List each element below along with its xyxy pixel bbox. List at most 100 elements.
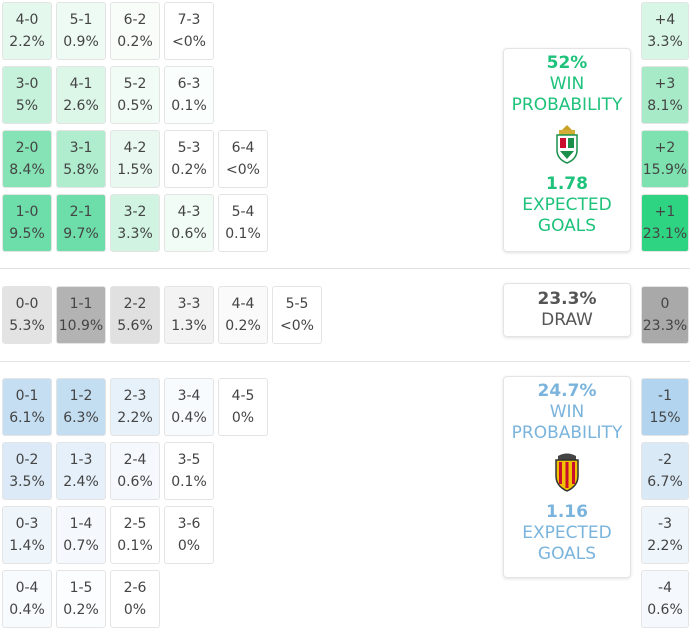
score-cell: 2-4 0.6%: [110, 442, 160, 500]
score-cell: 1-2 6.3%: [56, 378, 106, 436]
probability: 6.3%: [63, 410, 99, 426]
score-cell: 3-2 3.3%: [110, 194, 160, 252]
probability: 0.4%: [9, 602, 45, 618]
probability: 8.1%: [647, 98, 683, 114]
score-cell: 1-0 9.5%: [2, 194, 52, 252]
probability: 2.6%: [63, 98, 99, 114]
score-cell: 0-4 0.4%: [2, 570, 52, 628]
win-probability: 23.3%: [537, 289, 597, 309]
score: 5-4: [231, 204, 255, 220]
probability: 8.4%: [9, 162, 45, 178]
goal-margin: -1: [658, 388, 672, 404]
score: 5-3: [177, 140, 201, 156]
probability: 0.2%: [63, 602, 99, 618]
margin-cell: +4 3.3%: [641, 2, 689, 60]
probability: 0%: [177, 538, 201, 554]
win-probability: 24.7%: [537, 381, 597, 401]
score: 2-6: [123, 580, 147, 596]
score: 4-5: [231, 388, 255, 404]
summary-box: 23.3% DRAW: [503, 283, 631, 337]
score: 3-6: [177, 516, 201, 532]
probability: 10.9%: [58, 318, 104, 334]
score-cell: 0-0 5.3%: [2, 286, 52, 344]
score-cell: 4-3 0.6%: [164, 194, 214, 252]
score: 3-3: [177, 296, 201, 312]
probability: 0.6%: [117, 474, 153, 490]
team-crest: [554, 124, 580, 170]
score: 5-5: [285, 296, 309, 312]
score: 0-0: [15, 296, 39, 312]
score: 2-5: [123, 516, 147, 532]
score-cell: 4-0 2.2%: [2, 2, 52, 60]
probability: 0.1%: [225, 226, 261, 242]
score-cell: 3-0 5%: [2, 66, 52, 124]
score: 2-0: [15, 140, 39, 156]
probability: 0.2%: [117, 34, 153, 50]
probability: 0.7%: [63, 538, 99, 554]
score: 4-0: [15, 12, 39, 28]
expected-goals-label: EXPECTED GOALS: [522, 195, 612, 236]
score: 4-2: [123, 140, 147, 156]
score: 7-3: [177, 12, 201, 28]
score-cell: 7-3 <0%: [164, 2, 214, 60]
goal-margin: +2: [654, 140, 676, 156]
score-cell: 4-4 0.2%: [218, 286, 268, 344]
score-cell: 5-2 0.5%: [110, 66, 160, 124]
score: 4-4: [231, 296, 255, 312]
probability: 2.2%: [9, 34, 45, 50]
probability: 3.3%: [647, 34, 683, 50]
score: 2-4: [123, 452, 147, 468]
score: 1-2: [69, 388, 93, 404]
goal-margin: -2: [658, 452, 672, 468]
probability: 15%: [649, 410, 681, 426]
separator: [0, 361, 690, 362]
expected-goals: 1.78: [546, 174, 588, 194]
probability: 6.1%: [9, 410, 45, 426]
score: 3-0: [15, 76, 39, 92]
score-cell: 6-4 <0%: [218, 130, 268, 188]
score-cell: 5-4 0.1%: [218, 194, 268, 252]
score-cell: 6-3 0.1%: [164, 66, 214, 124]
margin-cell: -4 0.6%: [641, 570, 689, 628]
score: 0-1: [15, 388, 39, 404]
margin-cell: -3 2.2%: [641, 506, 689, 564]
score: 0-4: [15, 580, 39, 596]
score-cell: 0-2 3.5%: [2, 442, 52, 500]
score-cell: 2-2 5.6%: [110, 286, 160, 344]
probability-label: WIN PROBABILITY: [511, 74, 623, 115]
probability: 1.4%: [9, 538, 45, 554]
probability-label: DRAW: [541, 310, 593, 330]
score: 5-1: [69, 12, 93, 28]
expected-goals-label: EXPECTED GOALS: [522, 523, 612, 564]
score-cell: 6-2 0.2%: [110, 2, 160, 60]
score-cell: 1-1 10.9%: [56, 286, 106, 344]
probability: 0.6%: [171, 226, 207, 242]
probability: 2.2%: [647, 538, 683, 554]
score: 1-1: [69, 296, 93, 312]
score-cell: 3-3 1.3%: [164, 286, 214, 344]
probability: 23.3%: [642, 318, 688, 334]
score-cell: 3-6 0%: [164, 506, 214, 564]
probability: 2.2%: [117, 410, 153, 426]
score-cell: 0-3 1.4%: [2, 506, 52, 564]
score: 6-4: [231, 140, 255, 156]
margin-cell: 0 23.3%: [641, 286, 689, 344]
score-cell: 3-4 0.4%: [164, 378, 214, 436]
score-cell: 3-5 0.1%: [164, 442, 214, 500]
goal-margin: 0: [660, 296, 670, 312]
goal-margin: +1: [654, 204, 676, 220]
score: 4-1: [69, 76, 93, 92]
score: 2-3: [123, 388, 147, 404]
score: 4-3: [177, 204, 201, 220]
score-cell: 2-3 2.2%: [110, 378, 160, 436]
probability: 3.3%: [117, 226, 153, 242]
score: 1-4: [69, 516, 93, 532]
probability: 3.5%: [9, 474, 45, 490]
score-cell: 4-1 2.6%: [56, 66, 106, 124]
probability: 2.4%: [63, 474, 99, 490]
margin-cell: -1 15%: [641, 378, 689, 436]
score: 3-4: [177, 388, 201, 404]
expected-goals: 1.16: [546, 502, 588, 522]
probability: <0%: [280, 318, 314, 334]
probability: 0.4%: [171, 410, 207, 426]
